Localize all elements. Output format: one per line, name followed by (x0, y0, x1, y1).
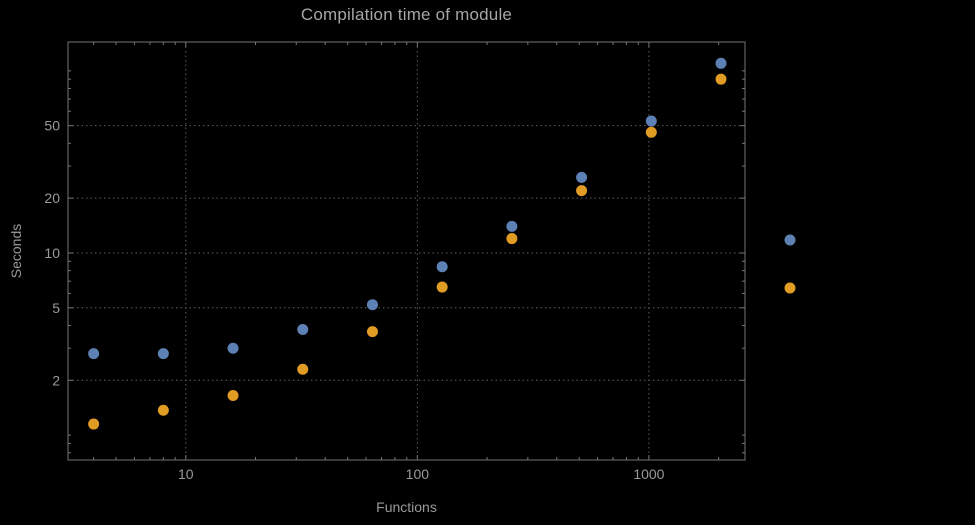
data-point-series-2 (157, 404, 169, 416)
data-point-series-1 (576, 171, 588, 183)
data-point-series-2 (506, 233, 518, 245)
data-point-series-2 (227, 389, 239, 401)
data-point-series-1 (436, 261, 448, 273)
x-tick-label: 1000 (633, 466, 664, 482)
data-point-series-1 (297, 324, 309, 336)
plot-frame (67, 41, 746, 461)
y-tick-label: 20 (44, 190, 60, 206)
data-point-series-2 (715, 73, 727, 85)
data-point-series-2 (297, 363, 309, 375)
legend-marker-series-2 (784, 282, 796, 294)
x-tick-label: 10 (178, 466, 194, 482)
y-tick-label: 2 (52, 372, 60, 388)
data-point-series-2 (576, 185, 588, 197)
x-tick-label: 100 (406, 466, 430, 482)
y-axis-label: Seconds (8, 223, 24, 279)
data-point-series-1 (227, 342, 239, 354)
data-point-series-1 (645, 115, 657, 127)
data-point-series-2 (436, 281, 448, 293)
data-point-series-1 (715, 57, 727, 69)
data-point-series-2 (645, 126, 657, 138)
y-tick-label: 50 (44, 118, 60, 134)
chart-title: Compilation time of module (300, 5, 513, 24)
data-point-series-2 (88, 418, 100, 430)
data-point-series-1 (157, 348, 169, 360)
y-tick-label: 5 (52, 300, 60, 316)
data-point-series-1 (506, 220, 518, 232)
data-point-series-1 (366, 299, 378, 311)
y-tick-label: 10 (44, 245, 60, 261)
x-axis-label: Functions (376, 499, 437, 515)
data-point-series-1 (88, 348, 100, 360)
data-point-series-2 (366, 326, 378, 338)
legend-marker-series-1 (784, 234, 796, 246)
